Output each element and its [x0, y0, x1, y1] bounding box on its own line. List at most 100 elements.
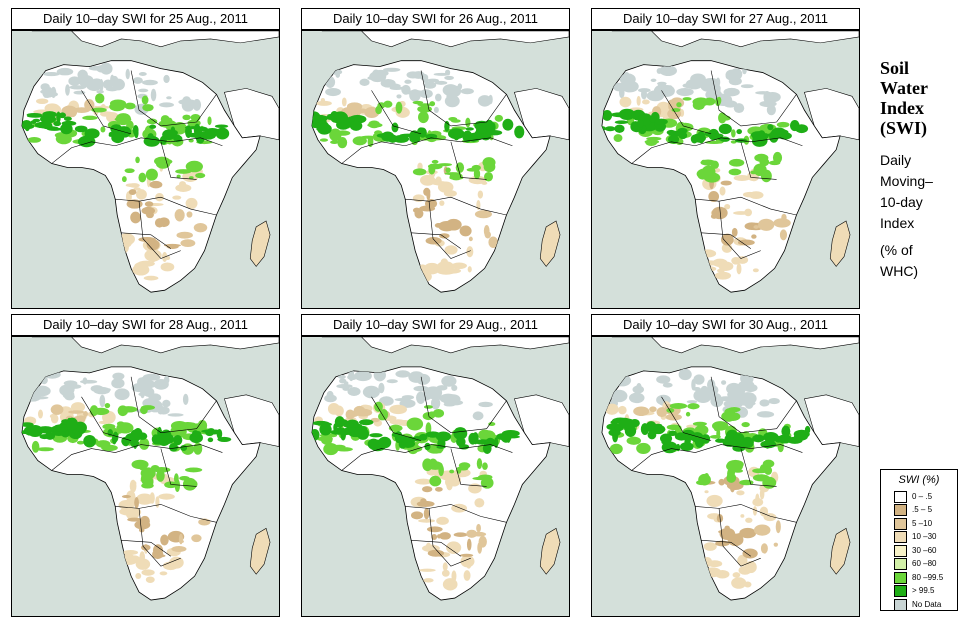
swi-area: [353, 405, 366, 417]
swi-area: [481, 181, 488, 185]
panel-title: Daily 10–day SWI for 28 Aug., 2011: [11, 314, 280, 336]
swi-area: [76, 440, 85, 445]
swi-area: [735, 532, 748, 538]
swi-area: [472, 531, 487, 537]
legend-label: 60 –80: [912, 559, 937, 569]
map-panel-28-aug: Daily 10–day SWI for 28 Aug., 2011: [11, 314, 280, 617]
swi-area: [419, 568, 436, 572]
swi-area: [400, 436, 417, 443]
swi-area: [143, 275, 159, 281]
swi-area: [748, 191, 764, 199]
swi-area: [736, 263, 742, 275]
swi-area: [388, 424, 403, 432]
swi-area: [323, 443, 339, 456]
swi-area: [155, 379, 165, 386]
swi-area: [112, 372, 125, 380]
swi-area: [753, 163, 767, 177]
country-border: [341, 137, 513, 164]
swi-area: [493, 437, 499, 449]
swi-area: [687, 403, 700, 410]
swi-area: [352, 136, 367, 146]
swi-area: [122, 409, 128, 415]
swi-area: [764, 92, 781, 103]
swi-area: [162, 561, 179, 571]
legend-item: 5 –10: [881, 517, 957, 531]
swi-area: [753, 524, 771, 536]
swi-area: [130, 211, 141, 224]
swi-area: [465, 559, 472, 569]
swi-area: [428, 411, 436, 419]
swi-area: [423, 508, 430, 520]
swi-area: [678, 131, 688, 140]
swi-area: [189, 176, 194, 180]
swi-area: [33, 385, 51, 397]
swi-area: [437, 163, 452, 167]
swi-area: [27, 137, 42, 143]
swi-area: [144, 249, 162, 262]
swi-area: [188, 138, 194, 143]
swi-area: [138, 172, 147, 183]
heading-line: Water: [880, 78, 928, 98]
swi-area: [140, 405, 156, 410]
panel-title: Daily 10–day SWI for 30 Aug., 2011: [591, 314, 860, 336]
swi-area: [704, 490, 709, 494]
swi-area: [760, 543, 768, 554]
legend-label: 10 –30: [912, 532, 937, 542]
unit-line: WHC): [880, 263, 919, 279]
swi-area: [425, 542, 432, 551]
swi-map: [11, 30, 280, 309]
swi-area: [116, 422, 134, 434]
map-panel-30-aug: Daily 10–day SWI for 30 Aug., 2011: [591, 314, 860, 617]
swi-area: [342, 422, 355, 428]
swi-area: [49, 413, 58, 419]
swi-area: [50, 404, 64, 415]
swi-area: [125, 68, 130, 80]
swi-area: [682, 97, 692, 101]
swi-area: [738, 565, 752, 575]
swi-area: [484, 171, 493, 182]
swi-area: [174, 208, 185, 222]
swi-area: [681, 429, 696, 441]
swi-area: [715, 97, 721, 107]
country-border: [405, 196, 507, 259]
swi-area: [215, 127, 230, 140]
legend-item: No Data: [881, 598, 957, 612]
swi-area: [109, 102, 126, 112]
swi-area: [610, 420, 618, 424]
swi-area: [751, 234, 757, 239]
swi-area: [135, 558, 151, 570]
swi-area: [424, 386, 443, 400]
swi-area: [134, 497, 139, 509]
swi-area: [53, 121, 62, 127]
swi-area: [436, 385, 448, 391]
swi-area: [410, 267, 418, 278]
swi-area: [30, 120, 37, 124]
swi-area: [21, 422, 34, 427]
legend-label: .5 – 5: [912, 505, 933, 515]
swi-area: [367, 135, 374, 148]
swi-area: [436, 261, 455, 273]
swi-area: [149, 124, 157, 129]
swi-area: [68, 410, 85, 414]
swi-area: [162, 129, 176, 141]
swi-area: [312, 115, 329, 121]
swi-area: [175, 169, 192, 174]
swi-area: [451, 262, 467, 270]
swi-area: [207, 437, 214, 443]
swi-area: [93, 386, 111, 395]
swi-area: [502, 118, 514, 131]
swi-area: [163, 375, 170, 385]
swi-area: [610, 389, 628, 403]
swi-area: [656, 375, 671, 384]
swi-area: [337, 136, 348, 149]
map-panel-26-aug: Daily 10–day SWI for 26 Aug., 2011: [301, 8, 570, 309]
swi-area: [124, 168, 135, 174]
swi-area: [697, 582, 710, 589]
swi-area: [699, 249, 717, 258]
swi-area: [477, 541, 483, 554]
swi-area: [88, 65, 106, 71]
swi-area: [773, 542, 779, 547]
swi-area: [118, 389, 124, 397]
swi-area: [744, 208, 753, 217]
legend-swatch: [894, 585, 907, 598]
